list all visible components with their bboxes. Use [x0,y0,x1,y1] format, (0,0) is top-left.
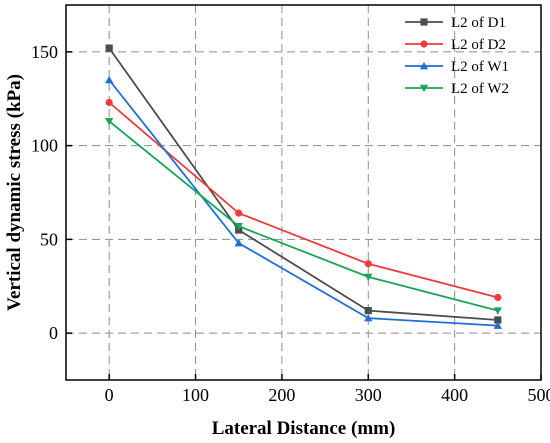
x-tick-label: 300 [355,385,382,405]
series-line [108,79,498,327]
data-point [364,307,372,315]
legend-marker [420,40,428,48]
series-line [108,120,499,312]
series-line [108,47,498,321]
legend-item: L2 of D1 [405,15,506,31]
data-point [105,117,114,126]
y-tick-label: 100 [31,136,58,156]
data-point [105,44,113,52]
series-1 [105,44,502,324]
x-tick-label: 200 [268,385,295,405]
legend: L2 of D1 L2 of D2 L2 of W1 L2 of W2 [405,15,509,97]
data-point [364,260,372,268]
legend-label: L2 of D1 [451,15,506,31]
x-tick-label: 500 [528,385,550,405]
legend-item: L2 of W1 [405,59,509,75]
series-line [108,101,499,299]
x-axis-title: Lateral Distance (mm) [212,418,396,439]
data-point [364,273,373,282]
legend-marker [419,61,429,70]
legend-item: L2 of D2 [405,37,506,53]
legend-marker [420,18,428,26]
legend-item: L2 of W2 [405,81,509,97]
data-point [364,313,373,322]
data-point [493,321,502,329]
x-tick-label: 0 [105,385,114,405]
data-point [234,222,243,231]
y-axis-title: Vertical dynamic stress (kPa) [4,74,25,311]
data-point [234,238,243,247]
data-point [235,209,243,217]
y-tick-label: 50 [40,229,58,249]
data-point [105,75,114,84]
series-3 [105,75,502,329]
y-tick-label: 150 [31,42,58,62]
series-2 [105,98,502,302]
y-tick-label: 0 [49,323,58,343]
legend-label: L2 of D2 [451,37,506,53]
series-layer [105,44,502,329]
data-point [494,316,502,324]
data-point [105,98,113,107]
plot-frame [65,4,542,381]
data-point [494,293,502,302]
legend-marker [419,84,429,93]
x-tick-label: 100 [182,385,209,405]
x-tick-label: 400 [441,385,468,405]
legend-label: L2 of W1 [451,59,509,75]
legend-label: L2 of W2 [451,81,509,97]
series-4 [105,117,502,315]
data-point [493,307,502,315]
axis-ticks: 0 100 200 300 400 500 0 50 100 150 [31,42,550,405]
